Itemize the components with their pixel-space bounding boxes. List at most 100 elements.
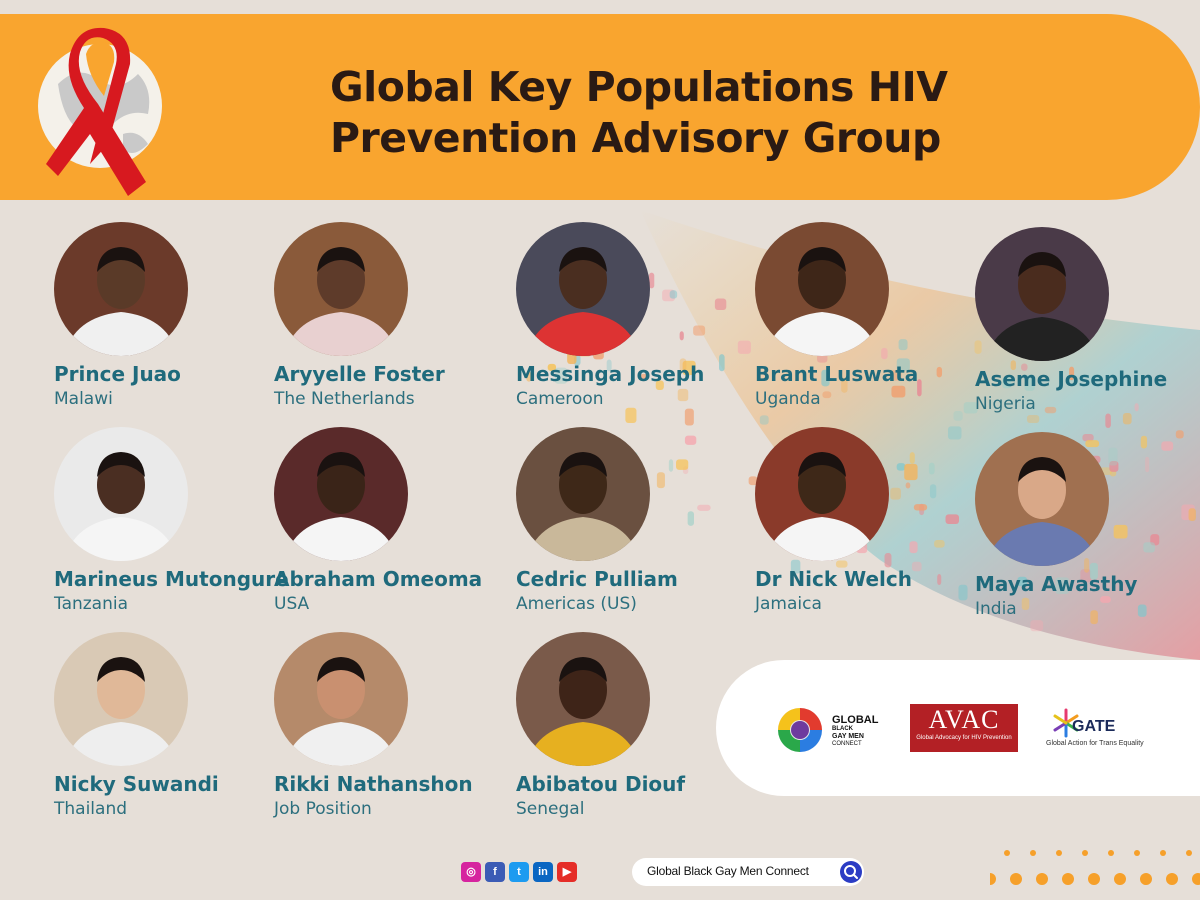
title-line-1: Global Key Populations HIV [330, 63, 948, 111]
confetti-piece [1017, 576, 1028, 587]
confetti-piece [917, 379, 922, 397]
twitter-icon[interactable]: t [509, 862, 529, 882]
page-title: Global Key Populations HIV Prevention Ad… [330, 62, 1030, 164]
member-photo [54, 632, 188, 766]
confetti-piece [1137, 604, 1147, 617]
member-card: Marineus Mutongure Tanzania [54, 427, 294, 615]
decorative-dot [1010, 873, 1022, 885]
search-button[interactable] [840, 861, 862, 883]
member-country: Tanzania [54, 594, 129, 614]
member-photo [975, 227, 1109, 361]
confetti-piece [963, 402, 978, 414]
confetti-piece [1100, 596, 1111, 603]
confetti-piece [889, 370, 902, 381]
confetti-piece [890, 487, 901, 500]
confetti-piece [822, 391, 832, 399]
member-name: Maya Awasthy [975, 572, 1138, 596]
decorative-dots [990, 850, 1200, 885]
member-photo [274, 427, 408, 561]
confetti-piece [719, 354, 725, 372]
confetti-piece [1134, 403, 1139, 412]
confetti-piece [1026, 415, 1040, 424]
confetti-piece [640, 373, 648, 382]
confetti-piece [547, 363, 557, 371]
member-country: Nigeria [975, 394, 1036, 414]
confetti-piece [668, 459, 674, 472]
gate-star-icon [1053, 708, 1079, 738]
member-name: Aseme Josephine [975, 367, 1168, 391]
confetti-piece [1105, 413, 1111, 429]
confetti-piece [790, 559, 801, 574]
confetti-piece [937, 574, 942, 586]
gbgmc-globe-icon [778, 708, 822, 752]
member-card: Messinga Joseph Cameroon [516, 222, 756, 410]
member-country: Malawi [54, 389, 113, 409]
confetti-piece [1145, 456, 1150, 473]
confetti-piece [1021, 597, 1030, 610]
decorative-dot [990, 873, 996, 885]
confetti-piece [606, 359, 612, 372]
member-card: Aryyelle Foster The Netherlands [274, 222, 514, 410]
search-text: Global Black Gay Men Connect [647, 864, 809, 878]
confetti-piece [1024, 374, 1035, 391]
confetti-piece [714, 298, 727, 310]
member-photo [516, 632, 650, 766]
linkedin-icon[interactable]: in [533, 862, 553, 882]
confetti-piece [947, 426, 962, 440]
confetti-piece [1082, 433, 1094, 442]
decorative-dot [1004, 850, 1010, 856]
youtube-icon[interactable]: ▶ [557, 862, 577, 882]
member-name: Marineus Mutongure [54, 567, 289, 591]
confetti-piece [1113, 524, 1128, 539]
confetti-piece [1161, 441, 1174, 451]
social-links: ◎ f t in ▶ [461, 862, 577, 882]
confetti-piece [697, 504, 711, 511]
member-name: Dr Nick Welch [755, 567, 913, 591]
sponsors-panel: GLOBAL BLACK GAY MEN CONNECT AVAC Global… [716, 660, 1200, 796]
member-card: Cedric Pulliam Americas (US) [516, 427, 756, 615]
decorative-dot [1088, 873, 1100, 885]
member-country: Cameroon [516, 389, 604, 409]
member-card: Brant Luswata Uganda [755, 222, 995, 410]
member-photo [54, 427, 188, 561]
member-country: Thailand [54, 799, 128, 819]
confetti-piece [684, 408, 694, 426]
confetti-piece [1122, 413, 1132, 425]
instagram-icon[interactable]: ◎ [461, 862, 481, 882]
member-photo [54, 222, 188, 356]
confetti-piece [1143, 542, 1155, 553]
member-name: Prince Juao [54, 362, 181, 386]
decorative-dot [1166, 873, 1178, 885]
confetti-piece [693, 325, 706, 336]
member-name: Cedric Pulliam [516, 567, 678, 591]
confetti-piece [676, 459, 689, 470]
confetti-piece [669, 290, 678, 299]
confetti-piece [884, 552, 892, 568]
confetti-piece [737, 340, 751, 354]
confetti-piece [656, 472, 665, 489]
member-photo [274, 222, 408, 356]
member-card: Nicky Suwandi Thailand [54, 632, 294, 820]
confetti-piece [1175, 430, 1184, 439]
decorative-dot [1036, 873, 1048, 885]
facebook-icon[interactable]: f [485, 862, 505, 882]
confetti-piece [684, 435, 697, 445]
confetti-piece [1109, 460, 1119, 472]
member-country: Americas (US) [516, 594, 637, 614]
member-photo [975, 432, 1109, 566]
confetti-piece [881, 347, 888, 360]
member-name: Abraham Omeoma [274, 567, 483, 591]
confetti-piece [911, 561, 922, 572]
confetti-piece [896, 463, 906, 471]
confetti-piece [682, 360, 696, 376]
confetti-piece [1080, 569, 1092, 583]
confetti-piece [1055, 577, 1070, 595]
confetti-piece [1090, 610, 1098, 625]
confetti-piece [934, 539, 945, 548]
title-line-2: Prevention Advisory Group [330, 114, 941, 162]
search-bar[interactable]: Global Black Gay Men Connect [632, 858, 864, 886]
confetti-piece [953, 410, 963, 421]
header-banner [0, 14, 1200, 200]
decorative-dot [1030, 850, 1036, 856]
decorative-dot [1082, 850, 1088, 856]
